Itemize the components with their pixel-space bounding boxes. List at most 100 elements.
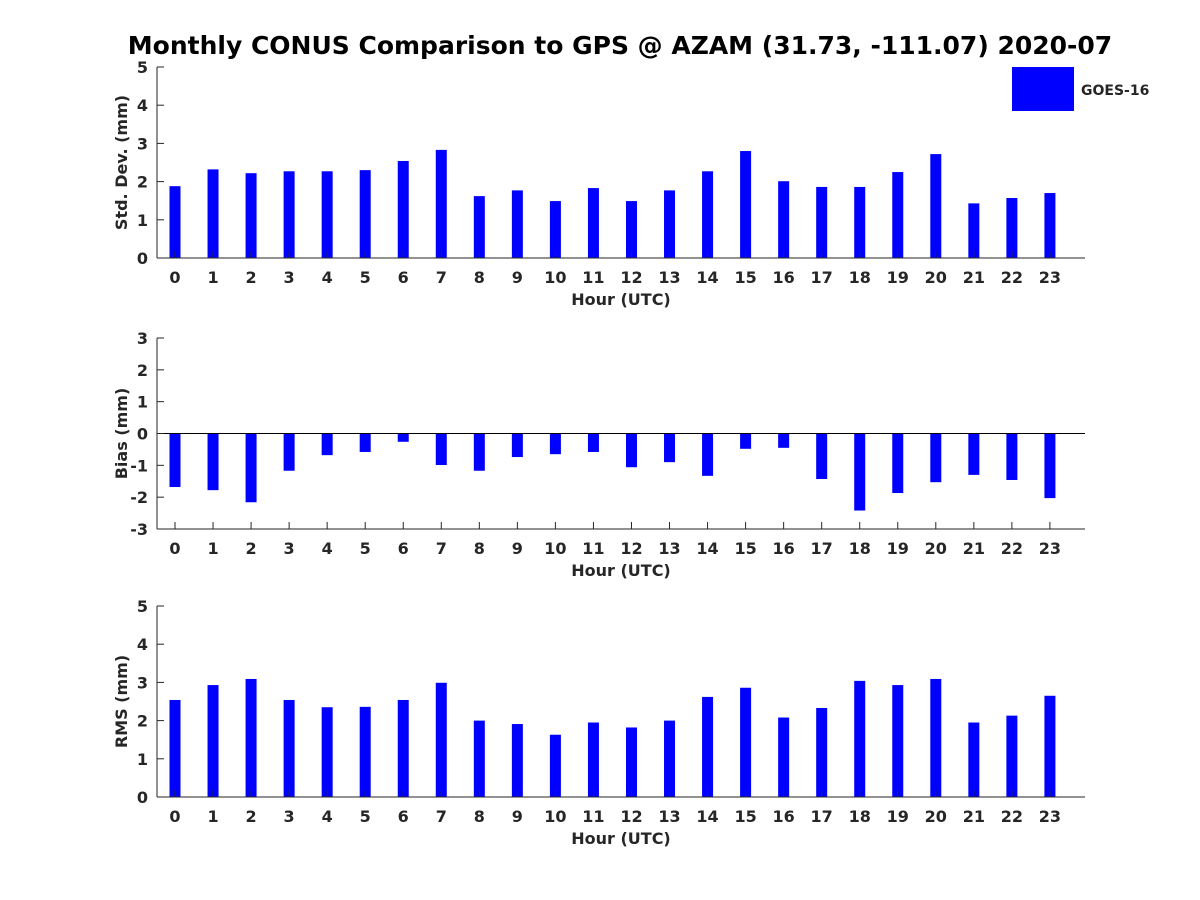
std-xtick-label: 11 (582, 268, 604, 287)
rms-bar-hour-6 (397, 699, 409, 797)
rms-ytick-label: 4 (137, 635, 148, 654)
bias-xtick-label: 4 (322, 539, 333, 558)
bias-bar-hour-14 (702, 433, 714, 476)
std-bar-hour-4 (321, 171, 333, 258)
rms-bar-hour-15 (740, 687, 752, 797)
bias-bar-hour-3 (283, 433, 295, 471)
bias-bar-hour-12 (625, 433, 637, 468)
rms-xtick-label: 7 (436, 807, 447, 826)
rms-xtick-label: 22 (1001, 807, 1023, 826)
rms-bar-hour-4 (321, 707, 333, 797)
std-ytick-label: 2 (137, 173, 148, 192)
rms-bar-hour-7 (435, 682, 447, 797)
std-bar-hour-14 (702, 171, 714, 258)
std-ytick-label: 5 (137, 58, 148, 77)
std-xtick-label: 1 (207, 268, 218, 287)
rms-xtick-label: 17 (811, 807, 833, 826)
bias-xtick-label: 23 (1039, 539, 1061, 558)
std-bar-hour-15 (740, 151, 752, 258)
std-bar-hour-13 (664, 190, 676, 258)
rms-bar-hour-14 (702, 696, 714, 797)
std-xtick-label: 5 (360, 268, 371, 287)
rms-bar-hour-0 (169, 699, 181, 797)
bias-bar-hour-8 (473, 433, 485, 471)
rms-bar-hour-1 (207, 685, 219, 797)
rms-xtick-label: 14 (696, 807, 718, 826)
bias-bar-hour-20 (930, 433, 942, 483)
bias-ytick-label: 2 (137, 361, 148, 380)
std-xtick-label: 4 (322, 268, 333, 287)
bias-xtick-label: 19 (887, 539, 909, 558)
bias-xtick-label: 15 (734, 539, 756, 558)
rms-bar-hour-16 (778, 717, 790, 797)
std-xtick-label: 3 (284, 268, 295, 287)
rms-bar-hour-20 (930, 678, 942, 797)
rms-xtick-label: 1 (207, 807, 218, 826)
rms-xtick-label: 0 (169, 807, 180, 826)
rms-xtick-label: 20 (925, 807, 947, 826)
bias-bar-hour-21 (968, 433, 980, 475)
std-bar-hour-21 (968, 203, 980, 258)
std-xtick-label: 0 (169, 268, 180, 287)
bias-bar-hour-11 (587, 433, 599, 452)
bias-bar-hour-18 (854, 433, 866, 511)
std-bar-hour-8 (473, 196, 485, 258)
rms-y-axis-title: RMS (mm) (112, 655, 131, 748)
std-bar-hour-3 (283, 171, 295, 258)
std-bar-hour-11 (587, 188, 599, 258)
bias-bar-hour-17 (816, 433, 828, 480)
std-bar-hour-6 (397, 160, 409, 258)
rms-xtick-label: 19 (887, 807, 909, 826)
std-xtick-label: 16 (773, 268, 795, 287)
bias-bar-hour-15 (740, 433, 752, 449)
legend-label: GOES-16 (1081, 83, 1149, 99)
std-bar-hour-23 (1044, 193, 1056, 258)
std-bar-hour-9 (511, 190, 523, 258)
std-xtick-label: 12 (620, 268, 642, 287)
std-xtick-label: 15 (734, 268, 756, 287)
bias-ytick-label: -3 (130, 520, 148, 539)
rms-bar-hour-3 (283, 699, 295, 797)
rms-xtick-label: 11 (582, 807, 604, 826)
std-xtick-label: 21 (963, 268, 985, 287)
rms-xtick-label: 16 (773, 807, 795, 826)
bias-xtick-label: 11 (582, 539, 604, 558)
bias-xtick-label: 16 (773, 539, 795, 558)
rms-bar-hour-17 (816, 707, 828, 797)
rms-bar-hour-12 (625, 727, 637, 797)
rms-xtick-label: 4 (322, 807, 333, 826)
std-ytick-label: 3 (137, 134, 148, 153)
rms-xtick-label: 5 (360, 807, 371, 826)
std-xtick-label: 8 (474, 268, 485, 287)
rms-xtick-label: 6 (398, 807, 409, 826)
bias-ytick-label: -1 (130, 456, 148, 475)
rms-xtick-label: 2 (246, 807, 257, 826)
std-x-axis-title: Hour (UTC) (571, 290, 671, 309)
std-bar-hour-10 (549, 201, 561, 258)
bias-bar-hour-22 (1006, 433, 1018, 480)
std-bar-hour-5 (359, 170, 371, 258)
bias-xtick-label: 9 (512, 539, 523, 558)
rms-bar-hour-23 (1044, 695, 1056, 797)
rms-xtick-label: 10 (544, 807, 566, 826)
rms-bar-hour-13 (664, 720, 676, 797)
rms-xtick-label: 9 (512, 807, 523, 826)
std-xtick-label: 17 (811, 268, 833, 287)
bias-ytick-label: -2 (130, 488, 148, 507)
std-bar-hour-22 (1006, 198, 1018, 258)
bias-xtick-label: 21 (963, 539, 985, 558)
bias-ytick-label: 3 (137, 329, 148, 348)
std-xtick-label: 14 (696, 268, 718, 287)
rms-bar-hour-11 (587, 722, 599, 797)
rms-bar-hour-9 (511, 724, 523, 797)
rms-bar-hour-18 (854, 680, 866, 797)
bias-bar-hour-5 (359, 433, 371, 452)
rms-bar-hour-19 (892, 685, 904, 797)
bias-ytick-label: 0 (137, 425, 148, 444)
rms-xtick-label: 15 (734, 807, 756, 826)
bias-bar-hour-9 (511, 433, 523, 458)
rms-bar-hour-5 (359, 706, 371, 797)
std-bar-hour-18 (854, 186, 866, 258)
rms-xtick-label: 8 (474, 807, 485, 826)
